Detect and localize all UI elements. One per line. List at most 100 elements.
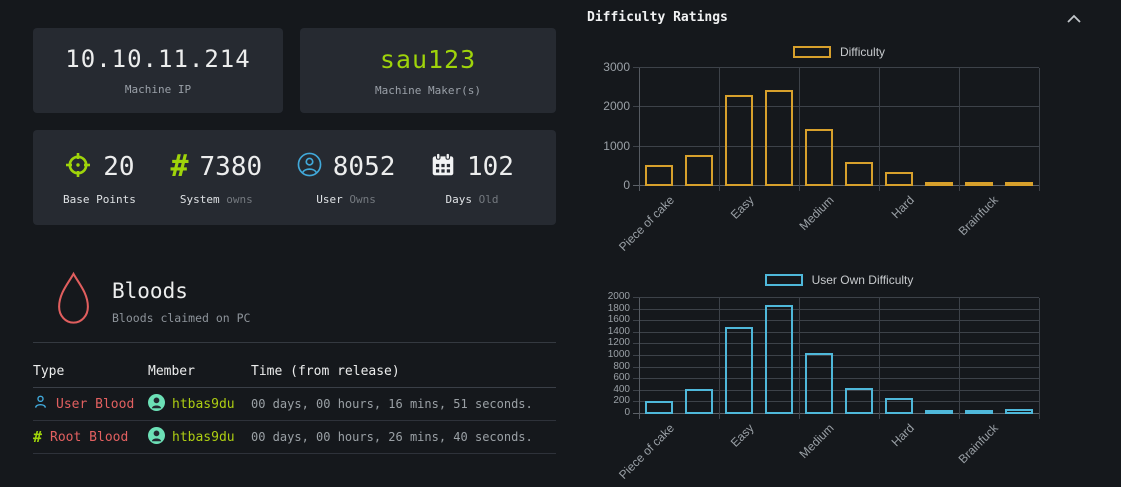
x-tick-label: Piece of cake <box>616 193 677 254</box>
user-owns-label: User <box>316 192 343 206</box>
days-old-suffix: Old <box>478 192 499 206</box>
y-tick-label: 2000 <box>603 99 630 114</box>
y-tick-label: 1400 <box>607 325 630 337</box>
chevron-up-icon[interactable] <box>1066 9 1082 28</box>
x-tick-label: Brainfuck <box>955 193 1001 239</box>
machine-summary-cards: 10.10.11.214 Machine IP sau123 Machine M… <box>33 28 556 113</box>
gridline-x <box>1039 298 1040 419</box>
y-tick-label: 1800 <box>607 302 630 314</box>
col-type: Type <box>33 364 65 379</box>
y-tick-label: 600 <box>613 372 630 384</box>
blood-time: 00 days, 00 hours, 16 mins, 51 seconds. <box>251 397 533 411</box>
section-divider <box>33 342 556 343</box>
user-owns-suffix: Owns <box>349 192 376 206</box>
gridline-x <box>879 298 880 419</box>
bar-3 <box>765 89 793 186</box>
plot-area: 0 200 400 600 800 1000 1200 1400 1600 1800 2000 <box>608 292 1040 419</box>
x-tick-label: Easy <box>728 193 757 222</box>
system-owns-suffix: owns <box>226 192 253 206</box>
y-tick-label: 200 <box>613 395 630 407</box>
gridline-y <box>633 67 1039 68</box>
y-tick-label: 0 <box>623 178 630 192</box>
gridline-y <box>633 308 1039 310</box>
gridline-x <box>639 68 640 191</box>
legend-text: Difficulty <box>839 45 886 59</box>
blood-drop-icon <box>55 270 92 331</box>
gridline-x <box>639 298 640 419</box>
avatar <box>148 393 165 415</box>
x-axis-labels: Piece of cake Easy Medium Hard Brainfuck <box>616 186 1039 254</box>
bar-6 <box>885 172 913 186</box>
x-tick-label: Easy <box>728 421 757 450</box>
bar-4 <box>805 128 833 186</box>
days-old-label: Days <box>445 192 472 206</box>
machine-stats-card: 20 Base Points # 7380 System owns 8052 U… <box>33 130 556 225</box>
calendar-icon <box>430 152 456 182</box>
y-tick-label: 2000 <box>607 291 630 302</box>
x-axis-labels: Piece of cake Easy Medium Hard Brainfuck <box>616 414 1039 482</box>
user-own-difficulty-chart: User Own Difficulty 0 200 400 600 800 1000 1200… <box>608 272 1040 482</box>
x-tick-label: Medium <box>796 193 837 234</box>
legend-swatch <box>792 46 831 58</box>
bloods-subtitle: Bloods claimed on PC <box>112 311 251 325</box>
stat-user-owns: 8052 User Owns <box>297 150 396 206</box>
bar-5 <box>845 162 873 186</box>
gridline-y <box>633 145 1039 147</box>
col-time: Time (from release) <box>251 364 400 379</box>
y-tick-label: 1200 <box>607 337 630 349</box>
gridline-x <box>879 68 880 191</box>
gridline-y <box>633 366 1039 368</box>
machine-maker-link[interactable]: sau123 <box>379 44 477 74</box>
bar-2 <box>725 327 753 414</box>
machine-maker-card: sau123 Machine Maker(s) <box>300 28 556 113</box>
y-tick-label: 1000 <box>603 138 630 153</box>
system-owns-value: 7380 <box>199 151 263 182</box>
user-blood-label: User Blood <box>56 396 135 412</box>
x-tick-label: Hard <box>888 421 917 450</box>
bloods-title: Bloods <box>112 279 188 303</box>
gridline-y <box>633 185 1039 186</box>
blood-time: 00 days, 00 hours, 26 mins, 40 seconds. <box>251 430 533 444</box>
gridline-y <box>633 355 1039 356</box>
bar-5 <box>845 387 873 414</box>
legend-difficulty[interactable]: Difficulty <box>639 44 1039 60</box>
stat-days-old: 102 Days Old <box>430 150 514 206</box>
user-owns-value: 8052 <box>332 151 396 182</box>
bar-7 <box>925 182 953 186</box>
bar-9 <box>1005 181 1033 186</box>
gridline-y <box>633 106 1039 108</box>
machine-ip-value: 10.10.11.214 <box>65 45 251 73</box>
crosshair-icon <box>64 151 92 183</box>
bar-6 <box>885 398 913 414</box>
root-blood-label: Root Blood <box>50 429 129 445</box>
bloods-table: Type Member Time (from release) User Blo… <box>33 356 556 454</box>
system-owns-label: System <box>179 192 220 206</box>
gridline-x <box>1039 68 1040 191</box>
base-points-value: 20 <box>103 151 135 182</box>
plot-area: 0 1000 2000 3000 <box>603 61 1040 191</box>
y-tick-label: 800 <box>613 360 630 372</box>
bar-9 <box>1005 409 1033 414</box>
machine-maker-label: Machine Maker(s) <box>375 83 481 97</box>
gridline-y <box>633 331 1039 333</box>
member-link[interactable]: htbas9du <box>172 396 235 412</box>
bar-1 <box>685 389 713 414</box>
base-points-label: Base Points <box>63 192 136 206</box>
gridline-x <box>719 298 720 419</box>
hash-icon: # <box>33 428 43 446</box>
gridline-y <box>633 297 1039 298</box>
table-row-root-blood: # Root Blood htbas9du 00 days, 00 hours,… <box>33 421 556 454</box>
gridline-x <box>799 68 800 191</box>
hash-icon: # <box>170 148 189 184</box>
person-icon <box>33 394 48 414</box>
y-tick-label: 1000 <box>607 349 630 360</box>
member-link[interactable]: htbas9du <box>172 429 235 445</box>
gridline-x <box>719 68 720 191</box>
stat-system-owns: # 7380 System owns <box>170 150 262 206</box>
bloods-header: Bloods Bloods claimed on PC <box>55 270 250 331</box>
legend-user-own-difficulty[interactable]: User Own Difficulty <box>639 272 1039 288</box>
difficulty-chart: Difficulty 0 1000 2000 3000 Piece of cake Easy… <box>603 44 1040 254</box>
panel-title: Difficulty Ratings <box>587 10 728 25</box>
x-tick-label: Hard <box>888 193 917 222</box>
x-tick-label: Medium <box>796 421 837 462</box>
